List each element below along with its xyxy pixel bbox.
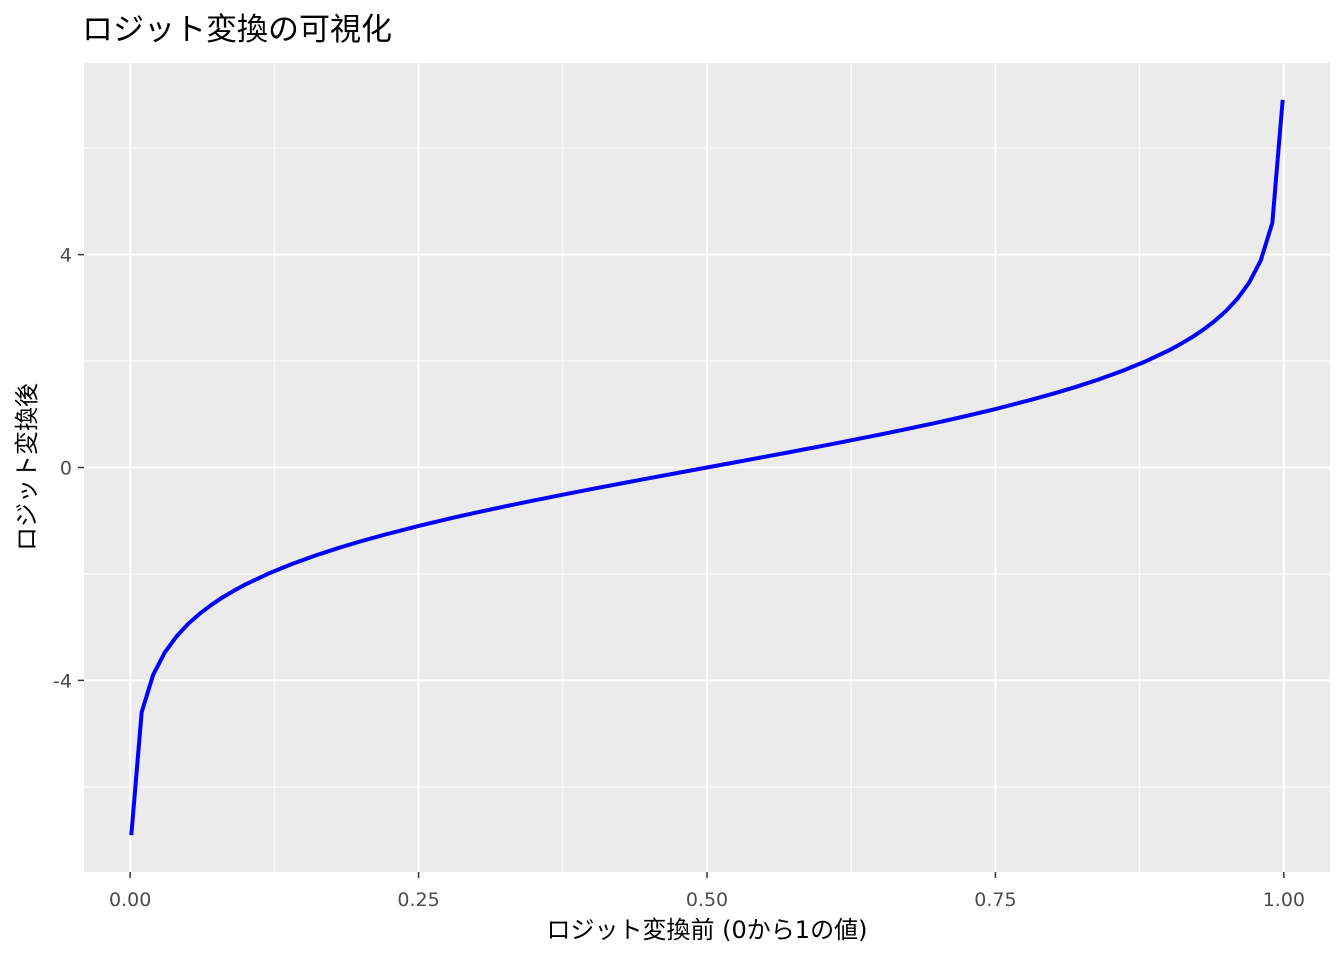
- y-tick-label: 0: [60, 458, 72, 480]
- x-tick-label: 0.00: [109, 889, 151, 911]
- y-tick-label: 4: [60, 245, 72, 267]
- x-tick-label: 1.00: [1263, 889, 1305, 911]
- series-line-0: [129, 99, 1285, 836]
- series-layer: [129, 99, 1285, 836]
- y-axis-title: ロジット変換後: [13, 383, 41, 551]
- x-tick-label: 0.50: [686, 889, 728, 911]
- x-tick-label: 0.75: [974, 889, 1016, 911]
- x-axis-title: ロジット変換前 (0から1の値): [547, 916, 868, 944]
- y-axis: -4 0 4: [53, 245, 84, 692]
- x-tick-label: 0.25: [397, 889, 439, 911]
- x-axis: 0.00 0.25 0.50 0.75 1.00: [109, 872, 1305, 911]
- y-tick-label: -4: [53, 670, 72, 692]
- chart-title: ロジット変換の可視化: [82, 12, 392, 48]
